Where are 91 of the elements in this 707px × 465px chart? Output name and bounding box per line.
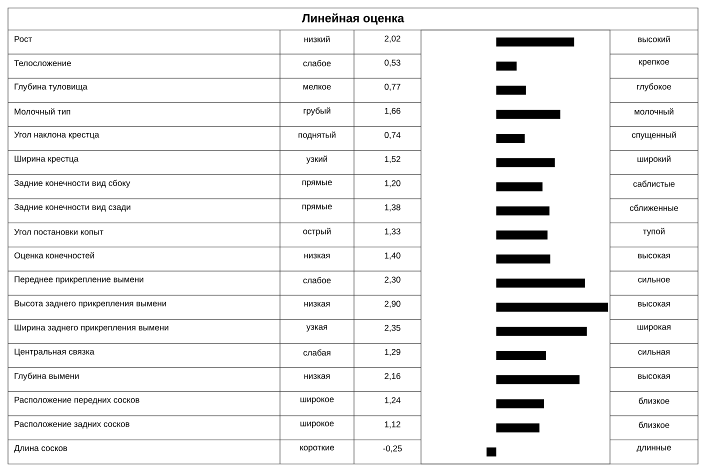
y-tick-label: Центральная связка: [14, 348, 94, 356]
text: высокая: [638, 302, 670, 307]
data-label: 2,90: [384, 300, 400, 308]
y-tick-label: Высота заднего прикрепления вымени: [14, 300, 166, 308]
bar: [496, 206, 550, 216]
y-tick-label: Расположение передних сосков: [14, 396, 140, 404]
bar: [496, 326, 587, 336]
text: близкое: [638, 398, 670, 404]
text: глубокое: [637, 83, 672, 92]
text: сильная: [638, 350, 670, 355]
y-tick-label: Глубина туловища: [14, 83, 88, 92]
data-label: -0,25: [383, 445, 402, 452]
data-label: 2,35: [384, 324, 400, 332]
data-label: 1,12: [384, 421, 400, 428]
bar: [496, 86, 526, 95]
text: молочный: [634, 108, 674, 115]
y-tick-label: Ширина заднего прикрепления вымени: [14, 324, 168, 332]
bar: [496, 134, 525, 143]
text: сближенные: [630, 204, 678, 211]
text: поднятый: [298, 132, 336, 140]
y-tick-label: Угол наклона крестца: [14, 132, 100, 140]
text: грубый: [304, 107, 330, 116]
y-tick-label: Телосложение: [14, 60, 71, 66]
bar: [496, 182, 543, 192]
bar: [496, 278, 585, 288]
text: высокий: [638, 36, 670, 42]
text: слабая: [303, 349, 330, 356]
text: мелкое: [303, 84, 331, 90]
bar: [496, 254, 550, 264]
text: короткие: [300, 446, 334, 452]
data-label: 0,53: [384, 60, 400, 67]
y-tick-label: Рост: [14, 36, 32, 42]
y-tick-label: Расположение задних сосков: [14, 421, 130, 429]
text: широкое: [300, 398, 334, 404]
y-tick-label: Ширина крестца: [14, 156, 78, 164]
bar: [496, 38, 574, 47]
bar: [496, 110, 560, 119]
text: широкое: [300, 422, 334, 428]
bar: [496, 62, 517, 71]
data-label: 1,40: [384, 252, 400, 260]
y-tick-label: Длина сосков: [14, 445, 68, 453]
text: низкая: [304, 254, 330, 258]
data-label: 1,24: [384, 397, 401, 404]
bar: [496, 399, 544, 408]
bar: [496, 302, 608, 312]
bar: [496, 158, 555, 168]
bar: [496, 423, 540, 432]
y-tick-label: Угол постановки копыт: [14, 228, 104, 235]
text: тупой: [643, 228, 665, 236]
text: низкая: [304, 374, 330, 379]
text: узкий: [306, 156, 328, 164]
text: длинные: [636, 446, 671, 452]
text: узкая: [306, 325, 328, 332]
bar: [496, 375, 580, 384]
y-tick-label: Глубина вымени: [14, 372, 79, 381]
y-tick-label: Задние конечности вид сзади: [14, 204, 130, 212]
y-tick-label: Оценка конечностей: [14, 252, 94, 260]
y-tick-label: Молочный тип: [14, 108, 70, 115]
y-tick-label: Задние конечности вид сбоку: [14, 180, 130, 188]
data-label: 1,38: [384, 204, 400, 212]
bar: [496, 351, 546, 360]
text: слабое: [303, 277, 331, 284]
text: высокая: [638, 254, 670, 258]
data-label: 0,74: [384, 132, 401, 139]
text: слабое: [303, 60, 331, 66]
text: широкая: [638, 325, 670, 332]
data-label: 1,66: [384, 108, 400, 115]
text: спущенный: [632, 131, 676, 140]
y-tick-label: Переднее прикрепление вымени: [14, 276, 144, 284]
text: широкий: [638, 156, 670, 164]
text: низкий: [304, 36, 330, 42]
data-label: 2,02: [384, 36, 400, 43]
bar: [496, 230, 548, 240]
chart-title: Линейная оценка: [302, 13, 404, 25]
data-label: 1,29: [384, 349, 400, 356]
data-label: 2,30: [384, 276, 400, 284]
data-label: 1,20: [384, 180, 400, 188]
text: низкая: [304, 302, 330, 307]
text: высокая: [638, 374, 670, 379]
bar: [486, 447, 496, 456]
text: острый: [303, 228, 331, 236]
text: прямые: [302, 204, 332, 211]
text: крепкое: [639, 60, 670, 66]
data-label: 0,77: [384, 84, 400, 91]
text: близкое: [638, 422, 670, 428]
text: прямые: [302, 180, 332, 187]
data-label: 2,16: [384, 373, 400, 380]
text: сильное: [638, 278, 670, 282]
text: саблистые: [633, 180, 675, 187]
data-label: 1,52: [384, 156, 400, 164]
data-label: 1,33: [384, 228, 400, 236]
